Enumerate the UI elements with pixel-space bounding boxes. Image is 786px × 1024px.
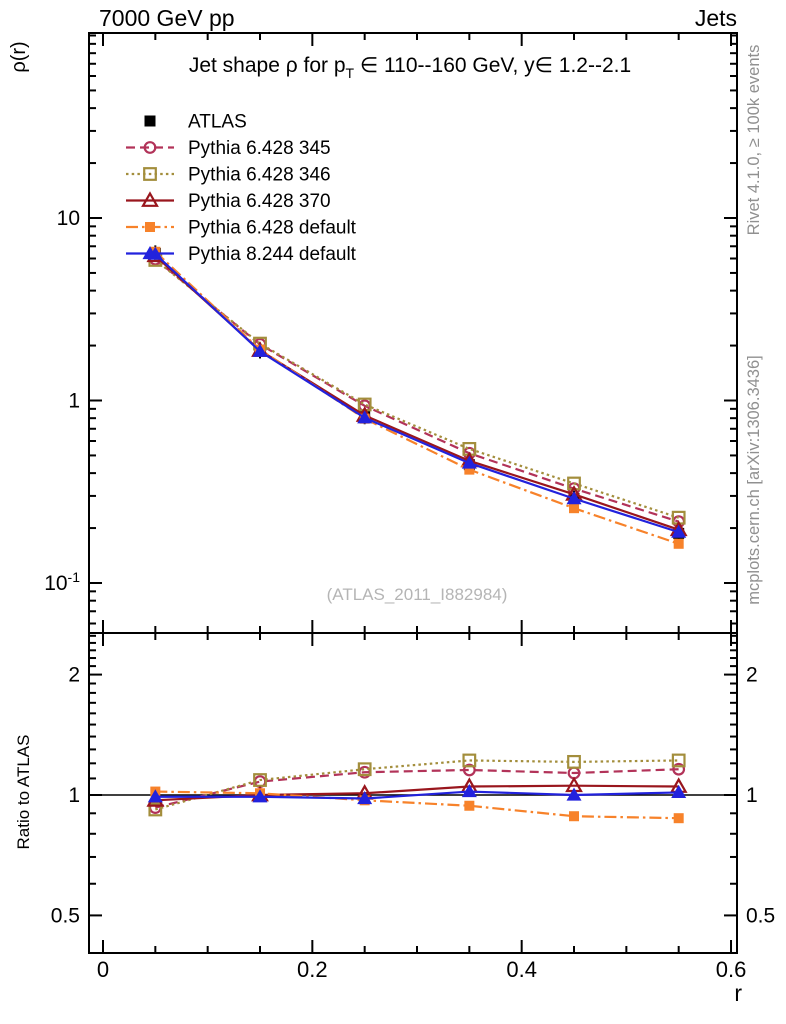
ratio-point-marker <box>671 784 687 799</box>
ratio-tick-label-left: 0.5 <box>51 904 80 927</box>
ratio-point-marker <box>671 753 686 768</box>
legend-item-pythia-8-244-default: Pythia 8.244 default <box>126 244 357 265</box>
tick-labels: 0 0.2 0.4 0.6 10 1 10-1 2 2 1 1 0.5 0.5 <box>44 207 775 982</box>
legend-label: Pythia 6.428 default <box>188 218 357 239</box>
series-line-ratio <box>155 768 679 809</box>
series-line-main <box>154 258 680 523</box>
x-tick-label: 0.6 <box>716 957 747 982</box>
x-tick-label: 0 <box>97 957 109 982</box>
plot-title-sub: T <box>346 65 355 81</box>
y-main-tick-label: 1 <box>68 390 80 413</box>
data-point-marker <box>566 491 582 505</box>
ratio-point-marker <box>569 811 580 822</box>
legend-item-pythia-6-428-346: Pythia 6.428 346 <box>126 165 331 186</box>
series-line-ratio <box>155 759 679 811</box>
plot-title-pre: Jet shape ρ for p <box>189 54 346 77</box>
x-tick-label: 0.2 <box>297 957 328 982</box>
data-point-marker <box>464 464 475 475</box>
series-pythia-6-428-default <box>150 246 684 824</box>
ratio-tick-label-left: 1 <box>68 784 80 807</box>
ratio-point-marker <box>461 784 477 798</box>
legend-item-pythia-6-428-370: Pythia 6.428 370 <box>126 191 331 212</box>
series-line-main <box>154 254 680 531</box>
data-point-marker <box>357 410 373 424</box>
rivet-version-note: Rivet 4.1.0, ≥ 100k events <box>745 45 763 236</box>
series-pythia-6-428-345 <box>148 252 686 815</box>
plot-legend: ATLAS Pythia 6.428 345 Pythia 6.428 346 Pyt… <box>126 112 357 265</box>
legend-label: Pythia 6.428 345 <box>188 138 331 159</box>
series-pythia-6-428-370 <box>146 246 688 807</box>
series-line-main <box>154 253 680 534</box>
series-line-ratio <box>155 790 679 800</box>
legend-marker <box>143 141 157 154</box>
ratio-point-marker <box>673 813 684 824</box>
legend-marker <box>143 167 157 181</box>
header-left: 7000 GeV pp <box>99 5 235 31</box>
x-axis-label: r <box>734 980 742 1006</box>
ratio-tick-label-right: 0.5 <box>746 904 775 927</box>
main-panel-frame <box>88 32 738 634</box>
legend-label: Pythia 8.244 default <box>188 244 357 265</box>
ratio-point-marker <box>464 800 475 811</box>
ratio-point-marker <box>462 763 476 777</box>
header-right: Jets <box>695 5 737 31</box>
series-line-ratio <box>155 790 679 820</box>
legend-marker <box>144 115 156 127</box>
data-point-marker <box>673 538 684 549</box>
axis-ticks <box>89 33 737 953</box>
ratio-point-marker <box>462 753 477 768</box>
legend-marker <box>142 246 158 260</box>
data-point-marker <box>252 343 268 357</box>
legend-marker <box>145 222 155 232</box>
data-point-marker <box>671 524 687 538</box>
series-pythia-8-244-default <box>147 246 687 805</box>
legend-label: ATLAS <box>188 112 247 133</box>
ratio-point-marker <box>357 791 373 805</box>
y-main-tick-label: 10 <box>57 207 80 230</box>
legend-item-pythia-6-428-default: Pythia 6.428 default <box>126 218 357 239</box>
ratio-point-marker <box>148 802 163 817</box>
ratio-tick-label-right: 1 <box>746 784 758 807</box>
legend-item-atlas: ATLAS <box>144 112 247 133</box>
ratio-tick-label-right: 2 <box>746 664 758 687</box>
ratio-panel-frame <box>88 632 738 954</box>
data-point-marker <box>569 503 580 514</box>
ratio-point-marker <box>147 789 163 803</box>
plot-render-root: 0 0.2 0.4 0.6 10 1 10-1 2 2 1 1 0.5 0.5 ATLAS Pythia 6… <box>44 32 775 982</box>
data-point-marker <box>461 455 477 469</box>
x-tick-label: 0.4 <box>506 957 537 982</box>
ratio-point-marker <box>672 762 686 776</box>
legend-item-pythia-6-428-345: Pythia 6.428 345 <box>126 138 331 159</box>
series-pythia-6-428-346 <box>148 253 686 817</box>
y-axis-label-main: ρ(r) <box>8 41 30 72</box>
ratio-point-marker <box>252 789 268 803</box>
series-line-main <box>154 250 680 545</box>
series-line-main <box>154 259 680 519</box>
mcplots-arxiv-note: mcplots.cern.ch [arXiv:1306.3436] <box>745 355 763 604</box>
legend-label: Pythia 6.428 346 <box>188 165 331 186</box>
legend-marker <box>141 191 159 207</box>
ratio-tick-label-left: 2 <box>68 664 80 687</box>
plot-title: Jet shape ρ for pT ∈ 110--160 GeV, y∈ 1.… <box>189 54 631 81</box>
ratio-point-marker <box>357 762 372 777</box>
y-main-tick-label: 10-1 <box>44 569 80 595</box>
watermark: (ATLAS_2011_I882984) <box>327 585 508 604</box>
plot-title-post: ∈ 110--160 GeV, y∈ 1.2--2.1 <box>354 54 631 77</box>
y-axis-label-ratio: Ratio to ATLAS <box>14 735 33 850</box>
legend-label: Pythia 6.428 370 <box>188 191 331 212</box>
ratio-point-marker <box>566 787 582 801</box>
ratio-point-marker <box>567 754 581 769</box>
